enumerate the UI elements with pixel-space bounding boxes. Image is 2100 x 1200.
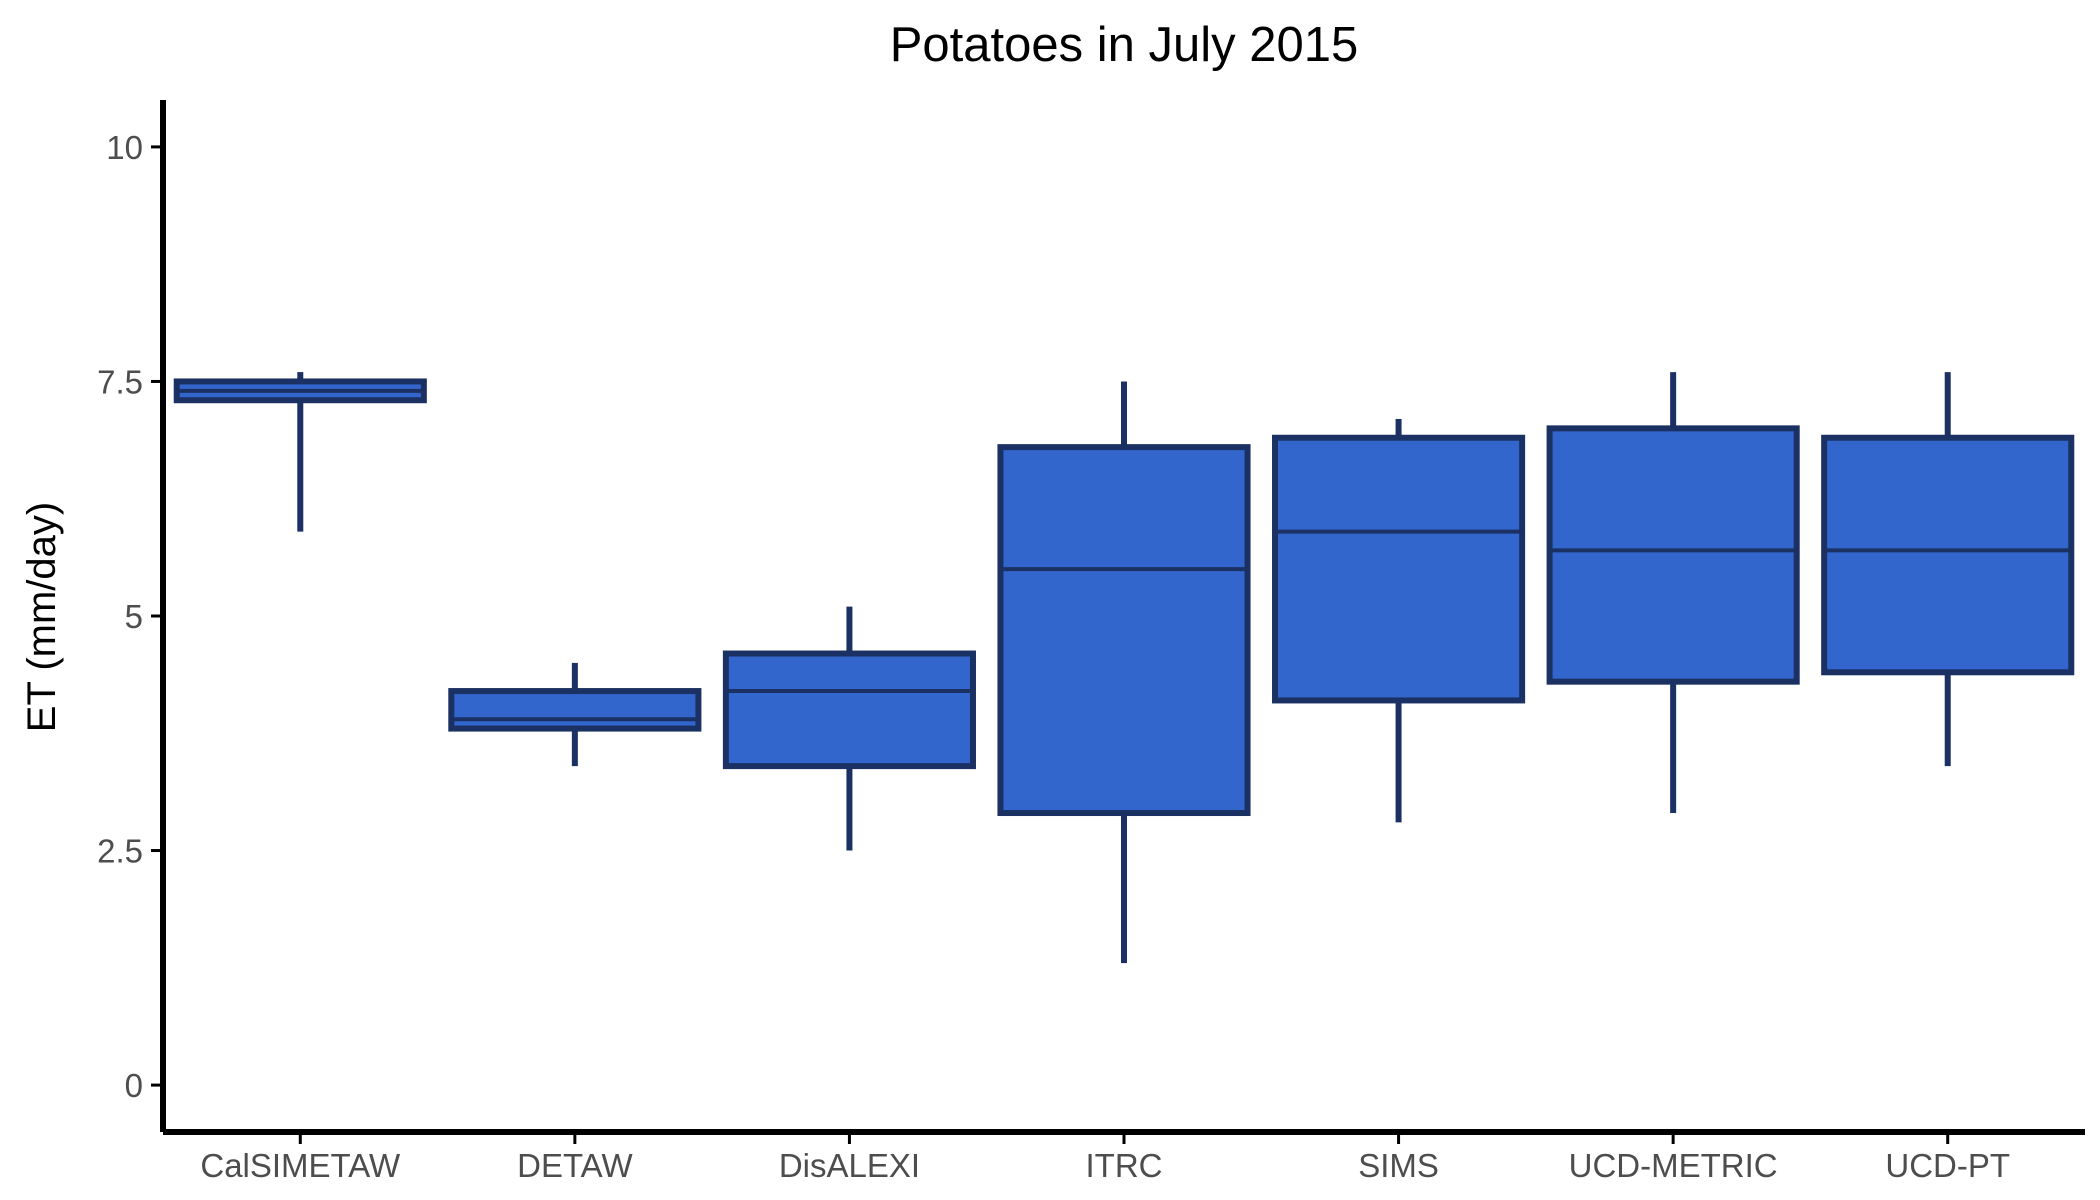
y-tick-label: 10	[106, 129, 143, 166]
plot-area: 0 2.5 5 7.5 10 CalSIMETAW DETAW DisALEXI ITRC SIM…	[97, 100, 2085, 1184]
y-axis-title: ET (mm/day)	[20, 502, 64, 732]
x-tick-label: UCD-METRIC	[1569, 1147, 1778, 1184]
box-iqr	[1821, 434, 2075, 676]
x-tick-label: SIMS	[1358, 1147, 1439, 1184]
x-tick-label: ITRC	[1086, 1147, 1163, 1184]
box-iqr	[1272, 434, 1526, 704]
y-tick-label: 7.5	[97, 363, 143, 400]
box-iqr	[722, 650, 976, 770]
x-tick-label: DisALEXI	[779, 1147, 920, 1184]
y-tick-label: 2.5	[97, 833, 143, 870]
box-iqr	[448, 688, 702, 732]
x-tick-label: DETAW	[517, 1147, 633, 1184]
box-iqr	[997, 444, 1251, 817]
y-tick-label: 0	[125, 1067, 143, 1104]
x-tick-label: UCD-PT	[1885, 1147, 2010, 1184]
box-iqr	[1546, 425, 1800, 685]
chart-title: Potatoes in July 2015	[890, 18, 1359, 72]
y-tick-label: 5	[125, 598, 143, 635]
x-tick-label: CalSIMETAW	[200, 1147, 401, 1184]
